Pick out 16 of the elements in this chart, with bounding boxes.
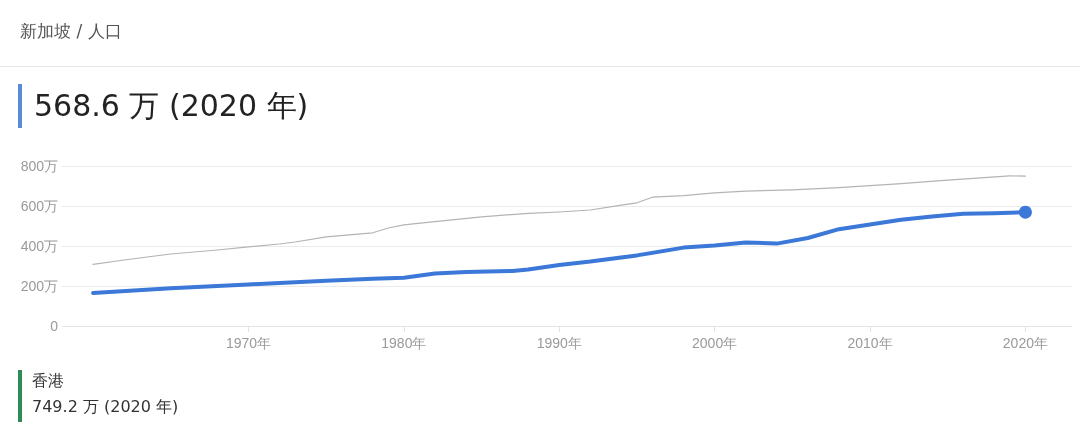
chart-subtitle: 568.6 万 (2020 年) [34,87,309,125]
x-tick-label: 1980年 [381,335,427,351]
line-series [92,175,1026,265]
x-tick-label: 2010年 [847,335,893,351]
y-tick-label: 0 [50,318,59,334]
y-tick-label: 800万 [20,158,58,174]
x-tick-label: 1990年 [536,335,582,351]
y-tick-label: 600万 [20,198,58,214]
x-tick-label: 2020年 [1002,335,1048,351]
x-tick-label: 1970年 [225,335,272,351]
chart-title: 新加坡 / 人口 [20,20,122,43]
y-tick-label: 200万 [20,278,58,294]
text: 香港 [32,371,64,392]
x-tick-label: 2000年 [692,335,738,351]
text: 749.2 万 (2020 年) [32,397,179,418]
y-tick-label: 400万 [20,238,58,254]
